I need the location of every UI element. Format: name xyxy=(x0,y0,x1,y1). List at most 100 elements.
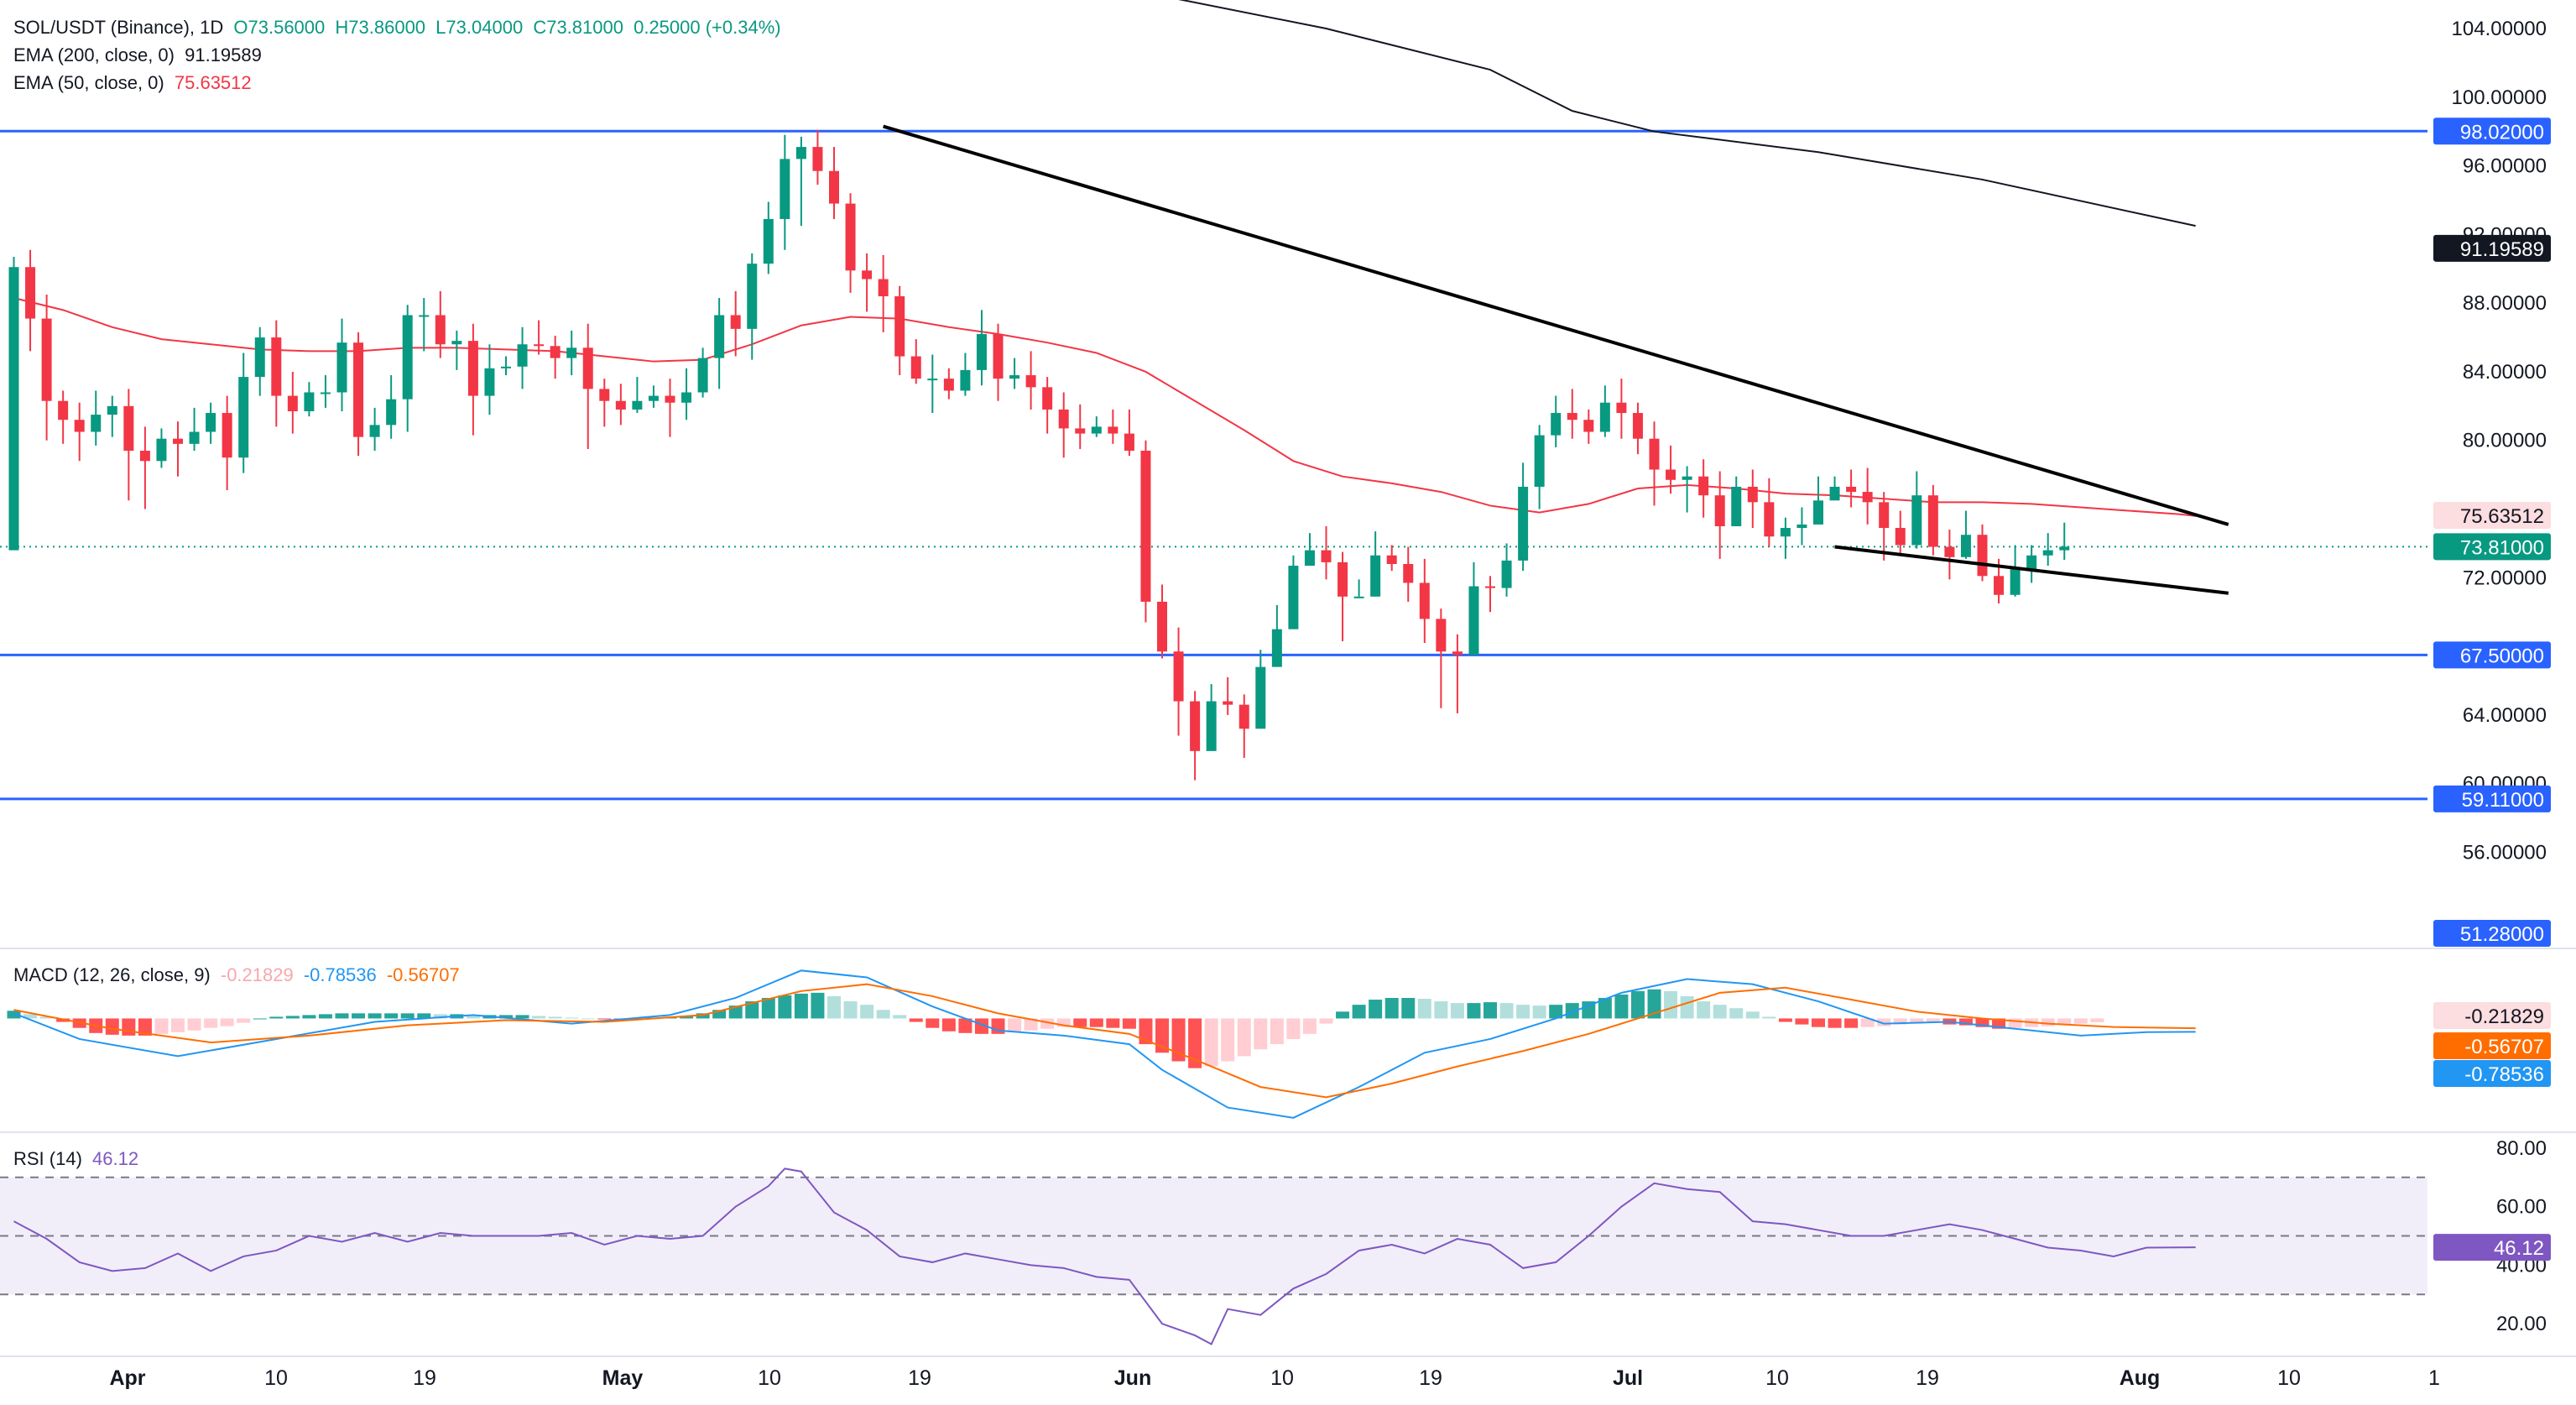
macd-histogram-bar xyxy=(1926,1018,1940,1023)
macd-hist-tag-text: -0.21829 xyxy=(2464,1005,2544,1028)
candle-body xyxy=(501,366,511,368)
ema200-price-tag xyxy=(2433,234,2551,262)
candle-body xyxy=(254,337,265,378)
candle-body xyxy=(2042,550,2053,556)
macd-histogram-bar xyxy=(1204,1018,1218,1067)
x-tick-label: 1 xyxy=(2428,1366,2440,1390)
x-tick-label: 10 xyxy=(1765,1366,1789,1390)
candle-body xyxy=(1485,586,1495,588)
macd-legend: MACD (12, 26, close, 9) -0.21829 -0.7853… xyxy=(13,961,465,989)
candle-body xyxy=(1977,535,1988,577)
macd-histogram-bar xyxy=(745,1001,759,1019)
candle-body xyxy=(1140,451,1151,602)
change-value: 0.25000 (+0.34%) xyxy=(634,17,781,38)
macd-histogram-bar xyxy=(1450,1003,1464,1019)
candle-body xyxy=(25,267,36,319)
macd-histogram-bar xyxy=(1336,1011,1350,1019)
candle-body xyxy=(271,337,282,396)
macd-histogram-bar xyxy=(352,1013,366,1019)
resistance-price-text: 98.02000 xyxy=(2460,121,2544,144)
macd-histogram-bar xyxy=(1171,1018,1186,1062)
y-tick-label: 88.00000 xyxy=(2463,292,2547,315)
macd-histogram-bar xyxy=(1237,1018,1251,1057)
macd-histogram-bar xyxy=(2090,1018,2104,1022)
low-support-price-text: 59.11000 xyxy=(2462,789,2544,812)
macd-histogram-bar xyxy=(728,1005,743,1019)
candle-body xyxy=(369,425,380,437)
low-value: 73.04000 xyxy=(446,17,524,38)
symbol-label: SOL/USDT (Binance), 1D xyxy=(13,17,224,38)
candle-body xyxy=(74,420,85,432)
macd-histogram-bar xyxy=(1008,1018,1022,1032)
macd-signal-tag xyxy=(2433,1032,2551,1059)
candle-body xyxy=(1452,651,1463,655)
macd-histogram-bar xyxy=(1729,1008,1744,1019)
candle-body xyxy=(1386,555,1397,564)
y-tick-label: 64.00000 xyxy=(2463,704,2547,727)
y-tick-label: 80.00000 xyxy=(2463,430,2547,452)
candle-body xyxy=(1518,486,1529,561)
main-legend: SOL/USDT (Binance), 1D O73.56000 H73.860… xyxy=(13,13,786,97)
macd-histogram-bar xyxy=(1745,1011,1760,1019)
candle-body xyxy=(2059,546,2070,551)
macd-histogram-bar xyxy=(909,1018,923,1022)
x-tick-label: 10 xyxy=(264,1366,288,1390)
x-tick-label: 19 xyxy=(1419,1366,1442,1390)
candle-body xyxy=(1288,566,1299,629)
candle-body xyxy=(763,218,774,264)
macd-histogram-bar xyxy=(1647,989,1661,1019)
macd-histogram-bar xyxy=(1812,1018,1825,1027)
y-tick-label: 56.00000 xyxy=(2463,841,2547,864)
candle-body xyxy=(1534,435,1545,487)
candle-body xyxy=(550,346,561,358)
candle-body xyxy=(123,405,134,452)
macd-line xyxy=(13,969,2196,1119)
candle-body xyxy=(41,318,52,401)
candle-body xyxy=(665,395,675,403)
macd-histogram-bar xyxy=(1417,999,1431,1019)
resistance-price-tag xyxy=(2433,118,2551,145)
macd-histogram-bar xyxy=(1565,1003,1579,1019)
x-tick-label: Aug xyxy=(2120,1366,2161,1390)
macd-histogram-bar xyxy=(1484,1002,1497,1019)
candle-body xyxy=(336,342,347,393)
low-support-price-tag xyxy=(2433,785,2551,812)
macd-histogram-bar xyxy=(433,1014,447,1019)
macd-histogram-bar xyxy=(893,1015,907,1019)
y-tick-label: 100.00000 xyxy=(2452,86,2547,109)
macd-histogram-bar xyxy=(2073,1018,2088,1024)
macd-histogram-bar xyxy=(285,1016,300,1019)
macd-histogram-bar xyxy=(1122,1018,1136,1029)
macd-hist-value: -0.21829 xyxy=(220,964,294,985)
candle-body xyxy=(780,159,790,219)
macd-histogram-bar xyxy=(335,1013,349,1019)
macd-histogram-bar xyxy=(1877,1018,1891,1026)
candle-body xyxy=(632,400,643,410)
candle-body xyxy=(287,395,298,411)
macd-histogram-bar xyxy=(2008,1018,2022,1028)
macd-histogram-bar xyxy=(23,1014,38,1019)
high-label: H xyxy=(335,17,349,38)
candle-body xyxy=(1468,586,1479,655)
ema200-label: EMA (200, close, 0) xyxy=(13,44,175,65)
macd-histogram-bar xyxy=(876,1010,890,1019)
lower-trendline xyxy=(1834,545,2229,595)
candle-body xyxy=(878,279,889,296)
candle-body xyxy=(1255,666,1266,729)
macd-histogram-bar xyxy=(1106,1018,1120,1028)
macd-histogram-bar xyxy=(1089,1018,1103,1027)
macd-histogram-bar xyxy=(384,1013,399,1019)
macd-histogram-bar xyxy=(597,1018,612,1020)
macd-histogram-bar xyxy=(696,1013,710,1019)
candle-body xyxy=(386,399,397,426)
candle-body xyxy=(173,438,183,444)
x-tick-label: Jul xyxy=(1613,1366,1643,1390)
rsi-value: 46.12 xyxy=(92,1148,139,1169)
candle-body xyxy=(1911,495,1922,546)
macd-histogram-bar xyxy=(1073,1018,1087,1027)
candle-body xyxy=(862,270,873,279)
candle-body xyxy=(894,295,905,357)
bottom-price-text: 51.28000 xyxy=(2460,923,2544,946)
